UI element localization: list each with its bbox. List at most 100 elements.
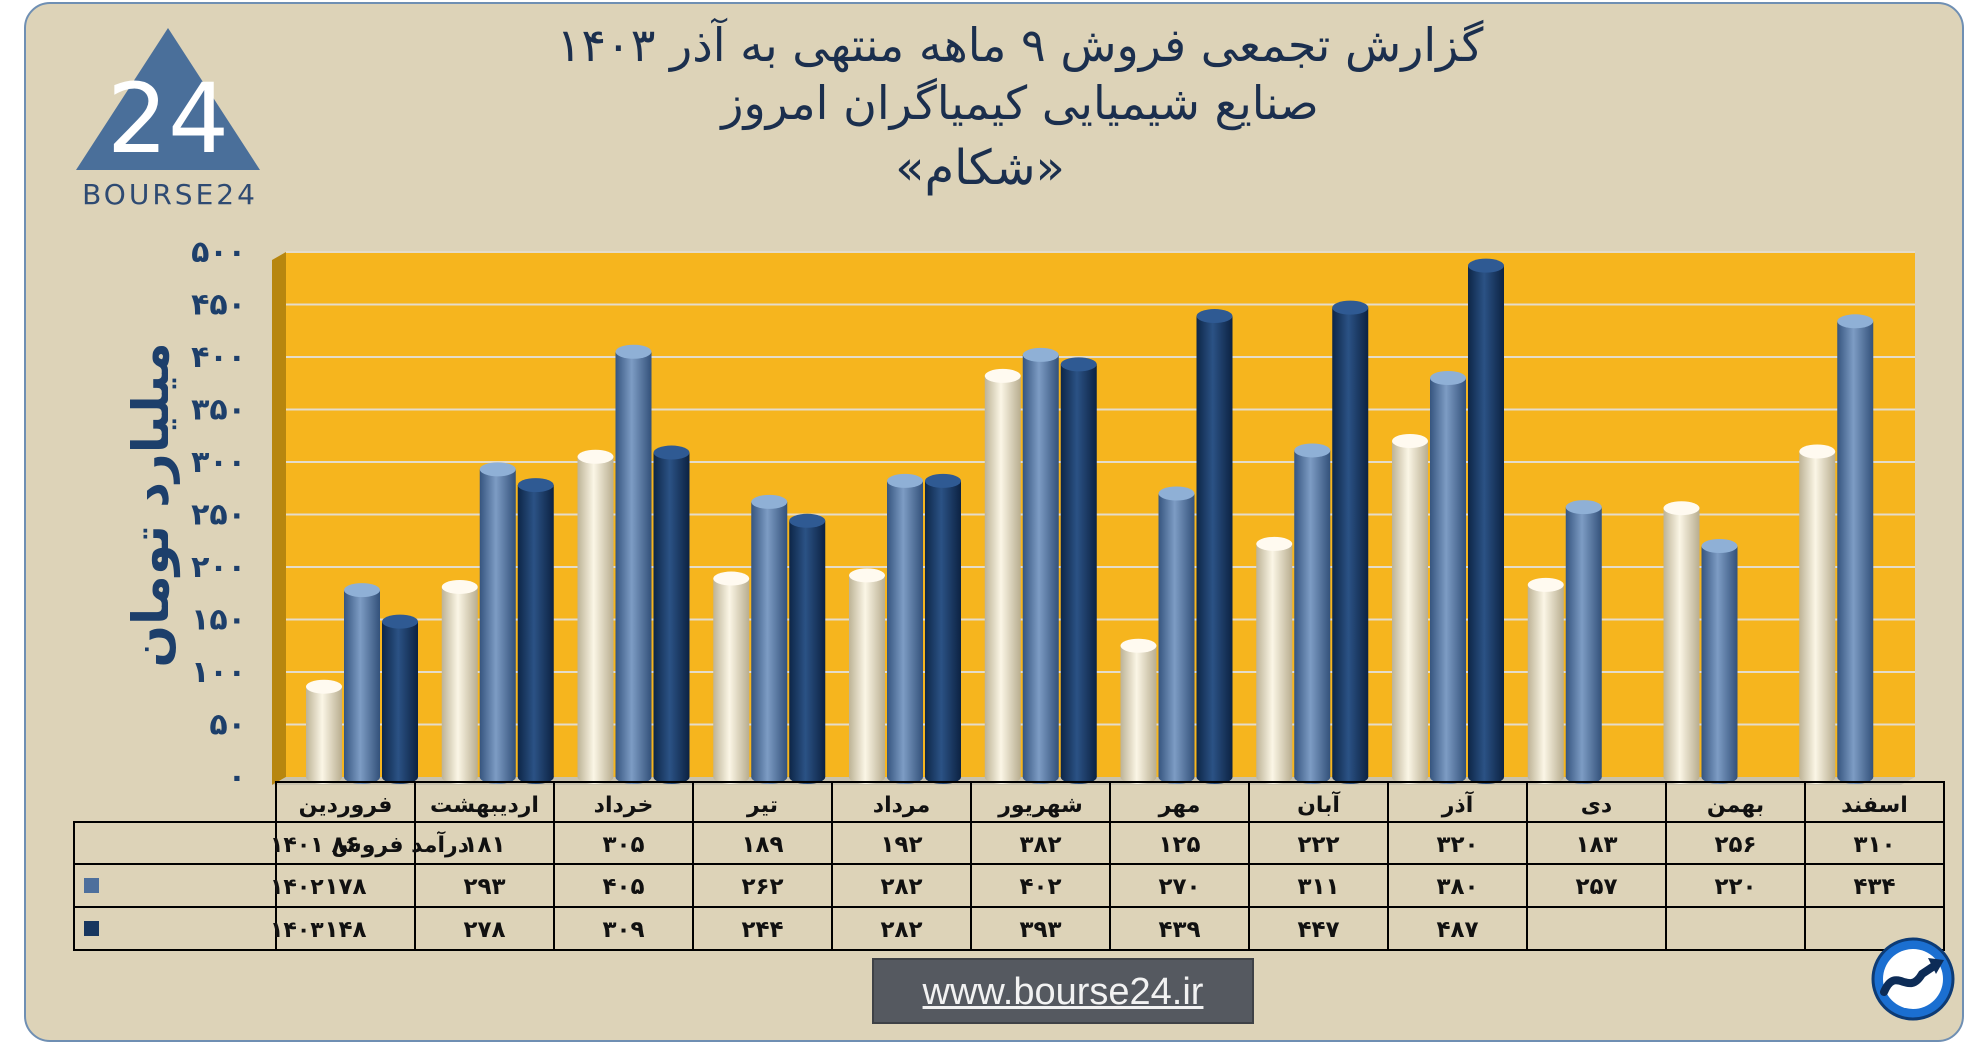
bar-cap [1120,638,1157,653]
data-label: ۳۰۵ [602,832,644,858]
bar-cap [1256,536,1293,551]
y-tick-label: ۱۰۰ [191,655,246,690]
bar-body [1430,378,1466,777]
bar-body [1294,450,1331,777]
bar-base [479,770,516,784]
category-label: آبان [1297,790,1340,818]
bar-base [1060,770,1097,784]
bar-base [1256,770,1293,784]
data-label: ۲۲۲ [1297,832,1339,858]
chart-title: گزارش تجمعی فروش ۹ ماهه منتهی به آذر ۱۴۰… [556,18,1484,72]
data-label: ۴۳۴ [1853,874,1895,900]
bar-cap [441,579,478,594]
bar-base [1430,770,1466,784]
data-label: ۲۸۲ [880,874,922,900]
bar-cap [789,513,826,528]
bar-base [441,770,478,784]
bar-base [1565,770,1602,784]
bar [887,473,923,784]
bar-base [1196,770,1233,784]
legend-swatch [84,921,99,936]
bar-body [789,520,826,777]
bar-cap [653,445,690,460]
bar-cap [751,494,788,509]
bar-cap [1060,357,1097,372]
bar-cap [517,478,554,493]
data-label: ۲۴۴ [741,917,783,943]
bar-cap [1799,444,1836,459]
data-label: ۱۹۲ [880,832,922,858]
svg-text:24: 24 [107,63,229,175]
bar-cap [1837,314,1874,329]
bar-cap [382,614,418,629]
bar-base [1022,770,1059,784]
bar-body [1022,354,1059,777]
bar-body [479,469,516,777]
bar-base [1468,770,1504,784]
bar-cap [306,679,342,694]
bar-body [615,351,652,777]
bar-base [1392,770,1428,784]
data-label: ۴۳۹ [1158,917,1200,943]
y-tick-label: ۳۵۰ [191,393,246,428]
data-label: ۳۸۲ [1019,832,1061,858]
data-label: ۱۴۸ [324,917,366,943]
bar-base [577,770,614,784]
bar-cap [1663,501,1700,516]
bar-base [1527,770,1564,784]
bar-base [1799,770,1836,784]
bar [441,579,478,784]
bar-body [984,375,1021,777]
bar-body [925,480,961,777]
y-tick-label: ۵۰ [209,708,246,743]
bar-base [925,770,961,784]
data-label: ۳۹۳ [1019,917,1061,943]
bar [984,368,1021,784]
category-label: مهر [1158,793,1201,818]
bar-base [1332,770,1369,784]
bar-cap [1196,309,1233,324]
bar [925,473,961,784]
bar [1022,347,1059,784]
bar-cap [1022,347,1059,362]
data-label: ۳۲۰ [1436,832,1478,858]
bar-body [1799,451,1836,777]
bar [1060,357,1097,784]
bar-base [713,770,750,784]
bar-body [382,621,418,777]
y-tick-label: ۵۰۰ [191,235,246,270]
gridlines [286,251,1915,726]
category-label: بهمن [1707,793,1764,818]
bar [1837,314,1874,784]
bar-base [382,770,418,784]
bar-body [517,485,554,777]
chart-subtitle: صنایع شیمیایی کیمیاگران امروز [721,76,1319,130]
bar-body [1468,265,1504,777]
bar [1158,486,1195,784]
bar [713,571,750,784]
data-label: ۳۱۰ [1853,832,1895,858]
y-tick-label: ۱۵۰ [191,603,246,638]
bar [1468,258,1504,784]
data-label: ۲۹۳ [463,874,505,900]
bar-body [1158,493,1195,777]
bar-body [1256,543,1293,777]
bar-body [1701,546,1738,777]
bar-cap [1527,577,1564,592]
y-axis-label: میلیارد تومان [122,342,181,667]
bar [382,614,418,784]
bar [1332,300,1369,784]
bar-body [887,480,923,777]
bar [344,583,380,784]
category-label: تیر [746,793,778,818]
bar [789,513,826,784]
bar-body [441,586,478,777]
website-url[interactable]: www.bourse24.ir [872,958,1254,1024]
bar-cap [1332,300,1369,315]
bar-cap [925,473,961,488]
bar-cap [1468,258,1504,273]
bar-body [849,575,885,777]
data-label: ۲۵۶ [1714,832,1756,858]
data-label: ۲۲۰ [1714,874,1756,900]
